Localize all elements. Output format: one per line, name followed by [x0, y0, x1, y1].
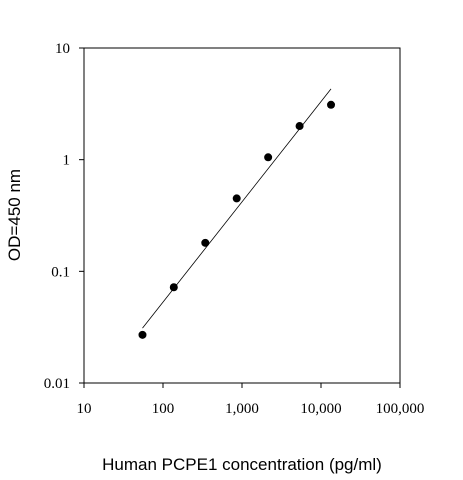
y-tick-label: 0.01 [44, 376, 70, 392]
x-tick-label: 10,000 [300, 401, 341, 417]
y-axis-title: OD=450 nm [5, 169, 24, 261]
data-points [138, 100, 336, 339]
y-axis-ticks: 0.01 0.1 1 10 [44, 41, 84, 392]
y-tick-label: 10 [55, 41, 70, 57]
x-tick-label: 100 [152, 401, 175, 417]
x-tick-label: 1,000 [225, 401, 259, 417]
data-point [138, 330, 147, 339]
data-point [295, 122, 304, 131]
plot-frame [83, 47, 401, 384]
x-tick-label: 100,000 [376, 401, 425, 417]
data-point [232, 194, 241, 203]
x-axis-ticks: 10 100 1,000 10,000 100,000 [77, 383, 425, 417]
x-tick-label: 10 [77, 401, 92, 417]
data-point [327, 100, 336, 109]
y-tick-label: 0.1 [51, 264, 70, 280]
data-point [201, 238, 210, 247]
y-tick-label: 1 [63, 153, 71, 169]
data-point [169, 283, 178, 292]
data-point [264, 153, 273, 162]
x-axis-title: Human PCPE1 concentration (pg/ml) [102, 455, 382, 474]
